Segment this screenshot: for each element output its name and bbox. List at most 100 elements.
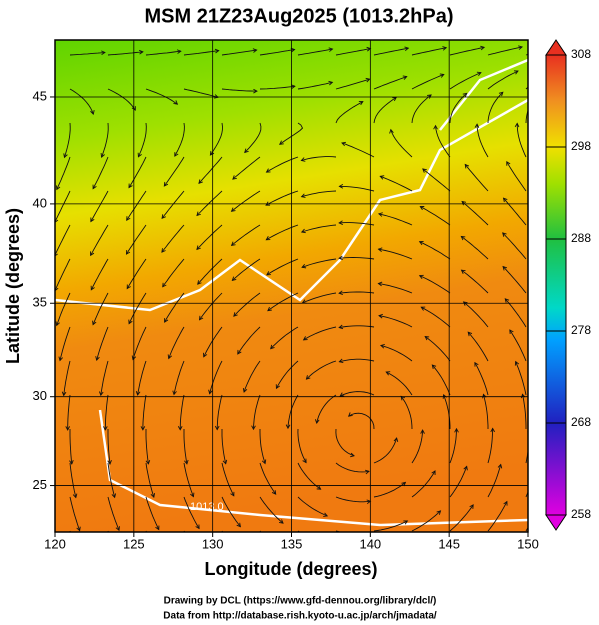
streamline xyxy=(449,504,474,532)
streamline xyxy=(96,326,109,361)
streamline-arrow xyxy=(266,271,271,276)
colorbar xyxy=(545,54,567,516)
streamline xyxy=(210,122,223,156)
streamline xyxy=(162,258,185,288)
streamline-arrow xyxy=(65,426,70,431)
streamline-arrow xyxy=(195,524,200,530)
streamline-arrow xyxy=(90,285,95,291)
streamline xyxy=(266,224,299,241)
streamline-arrow xyxy=(230,241,236,247)
streamline-arrow xyxy=(231,276,237,282)
streamline xyxy=(378,248,413,260)
streamline xyxy=(221,49,257,56)
streamline xyxy=(107,51,143,56)
streamline-arrow xyxy=(463,465,468,471)
streamline-arrow xyxy=(56,185,61,191)
streamline xyxy=(341,142,375,158)
colorbar-tick-label: 258 xyxy=(571,507,591,521)
streamline-arrow xyxy=(163,181,169,187)
streamline xyxy=(461,201,489,226)
streamline xyxy=(449,466,468,498)
streamline-arrow xyxy=(474,361,479,367)
streamline xyxy=(244,122,262,153)
streamline xyxy=(373,437,398,464)
streamline xyxy=(59,326,71,361)
title: MSM 21Z23Aug2025 (1013.2hPa) xyxy=(144,5,453,27)
streamline xyxy=(259,49,295,56)
streamline-arrow xyxy=(196,245,201,251)
streamline-arrow xyxy=(379,343,385,349)
streamline-arrow xyxy=(55,219,59,223)
streamline-arrow xyxy=(316,485,322,490)
streamline xyxy=(385,371,413,396)
streamline xyxy=(449,428,457,464)
streamline-arrow xyxy=(172,390,177,396)
streamline xyxy=(464,164,489,192)
streamline-arrow xyxy=(377,247,383,252)
streamline xyxy=(297,496,328,517)
streamline xyxy=(183,429,188,464)
streamline xyxy=(297,428,307,463)
streamline xyxy=(503,197,527,226)
streamline-arrow xyxy=(290,47,296,53)
contour-line xyxy=(55,98,528,312)
streamline xyxy=(259,85,295,90)
streamline xyxy=(411,47,447,56)
streamline xyxy=(90,224,109,256)
streamline xyxy=(474,362,489,396)
streamline-arrow xyxy=(126,284,131,290)
streamline xyxy=(297,81,333,90)
streamline xyxy=(267,292,299,312)
streamline-arrow xyxy=(431,364,437,370)
streamline xyxy=(449,72,482,90)
streamline-arrow xyxy=(326,542,330,546)
streamline xyxy=(276,360,299,389)
streamline xyxy=(55,190,71,223)
streamline-arrow xyxy=(300,157,306,162)
streamline-arrow xyxy=(265,201,271,206)
streamline-arrow xyxy=(155,525,160,531)
streamline-arrow xyxy=(401,481,407,487)
streamline xyxy=(168,326,185,359)
streamline-arrow xyxy=(378,313,383,319)
streamline-arrow xyxy=(502,265,508,271)
contour-label: 1013.0 xyxy=(190,501,224,513)
streamline-arrow xyxy=(402,75,408,80)
streamline xyxy=(461,269,489,294)
streamline xyxy=(253,394,261,430)
streamline xyxy=(107,530,109,532)
streamline-arrow xyxy=(439,73,445,78)
x-axis-label: Longitude (degrees) xyxy=(204,559,377,579)
colorbar-tick-label: 288 xyxy=(571,231,591,245)
streamline xyxy=(183,530,186,532)
axes: 120 125 130 135 140 145 150 25 30 35 40 45 xyxy=(33,40,539,551)
streamline xyxy=(303,326,337,341)
streamline xyxy=(209,360,223,394)
streamline-arrow xyxy=(98,391,104,397)
streamline xyxy=(467,331,489,362)
streamline xyxy=(487,91,504,124)
streamline-arrow xyxy=(422,168,427,173)
streamline-arrow xyxy=(95,356,100,361)
y-tick-label: 35 xyxy=(33,295,47,310)
streamline-arrow xyxy=(350,452,355,458)
streamline xyxy=(380,344,413,362)
streamline xyxy=(145,496,160,530)
streamline-arrow xyxy=(174,152,179,157)
streamline xyxy=(516,123,527,158)
streamline xyxy=(221,88,257,92)
streamline-arrow xyxy=(128,319,133,325)
streamline-arrow xyxy=(534,464,538,468)
streamline-arrow xyxy=(514,122,520,128)
streamline xyxy=(69,88,94,115)
streamline xyxy=(483,394,489,429)
streamline xyxy=(221,429,227,464)
streamline-arrow xyxy=(290,84,296,89)
streamline-arrow xyxy=(92,320,97,326)
streamline-arrow xyxy=(502,197,508,203)
streamline-arrow xyxy=(200,556,204,560)
streamline-arrow xyxy=(314,419,320,424)
streamline xyxy=(487,464,502,498)
streamline-arrow xyxy=(347,412,353,417)
